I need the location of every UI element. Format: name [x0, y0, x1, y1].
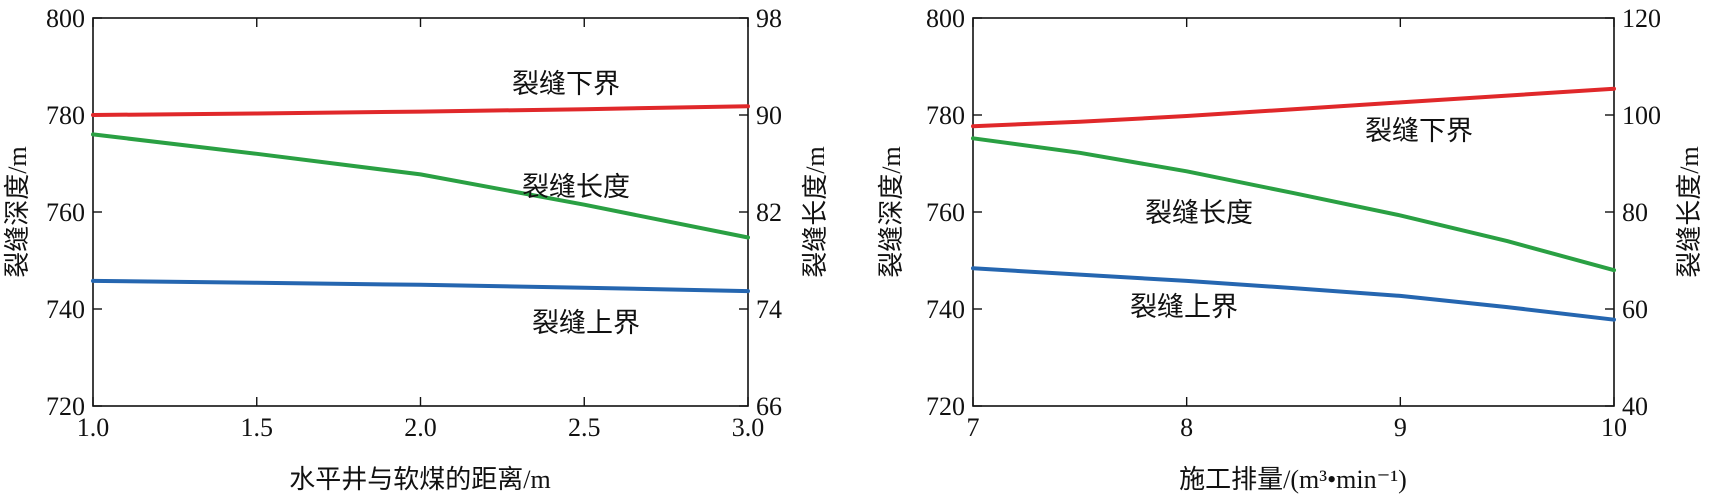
series-line-0 — [91, 104, 750, 117]
y-left-tick-label: 780 — [926, 101, 965, 130]
x-tick-label: 1.5 — [241, 413, 274, 442]
y-axis-title-right: 裂缝长度/m — [1675, 146, 1704, 277]
y-axis-title-left: 裂缝深度/m — [877, 146, 906, 277]
tick-labels: 1.0 1.5 2.0 2.5 3.0 720 740 760 780 800 66 74 82 90 98 — [46, 4, 782, 442]
y-right-tick-label: 98 — [756, 4, 782, 33]
series-line-1 — [971, 136, 1616, 273]
tick-marks — [92, 17, 749, 407]
series-line-2 — [971, 266, 1616, 322]
series-line-1 — [91, 132, 750, 240]
y-axis-title-right: 裂缝长度/m — [801, 146, 830, 277]
x-axis-title: 水平井与软煤的距离/m — [289, 465, 550, 494]
plot-frame — [972, 17, 1615, 407]
y-left-tick-label: 720 — [926, 392, 965, 421]
x-axis-title: 施工排量/(m³•min⁻¹) — [1179, 465, 1407, 494]
series-lines — [971, 86, 1616, 322]
x-tick-label: 10 — [1601, 413, 1627, 442]
y-left-tick-label: 740 — [926, 295, 965, 324]
y-left-tick-label: 760 — [46, 198, 85, 227]
y-right-tick-label: 82 — [756, 198, 782, 227]
tick-labels: 7 8 9 10 720 740 760 780 800 40 60 80 100 120 — [926, 4, 1661, 442]
x-tick-label: 2.0 — [404, 413, 437, 442]
y-right-tick-label: 60 — [1622, 295, 1648, 324]
y-right-tick-label: 40 — [1622, 392, 1648, 421]
y-right-tick-label: 74 — [756, 295, 782, 324]
y-right-tick-label: 80 — [1622, 198, 1648, 227]
y-left-tick-label: 800 — [46, 4, 85, 33]
label-fracture-upper-bound: 裂缝上界 — [532, 308, 640, 338]
y-right-tick-label: 120 — [1622, 4, 1661, 33]
x-tick-label: 7 — [967, 413, 980, 442]
plot-frame — [92, 17, 749, 407]
label-fracture-lower-bound: 裂缝下界 — [1365, 116, 1473, 146]
x-tick-label: 9 — [1394, 413, 1407, 442]
chart-right: 7 8 9 10 720 740 760 780 800 40 60 80 100 120 施工排量/(m… — [877, 4, 1704, 494]
y-left-tick-label: 720 — [46, 392, 85, 421]
y-left-tick-label: 760 — [926, 198, 965, 227]
label-fracture-length: 裂缝长度 — [1145, 198, 1253, 228]
y-left-tick-label: 800 — [926, 4, 965, 33]
chart-left: 1.0 1.5 2.0 2.5 3.0 720 740 760 780 800 66 74 82 90 98… — [3, 4, 830, 494]
x-tick-label: 1.0 — [77, 413, 110, 442]
y-left-tick-label: 780 — [46, 101, 85, 130]
y-axis-title-left: 裂缝深度/m — [3, 146, 32, 277]
y-left-tick-label: 740 — [46, 295, 85, 324]
x-tick-label: 2.5 — [568, 413, 601, 442]
series-line-2 — [91, 278, 750, 294]
y-right-tick-label: 100 — [1622, 101, 1661, 130]
label-fracture-upper-bound: 裂缝上界 — [1130, 292, 1238, 322]
label-fracture-length: 裂缝长度 — [522, 172, 630, 202]
y-right-tick-label: 66 — [756, 392, 782, 421]
x-tick-label: 8 — [1180, 413, 1193, 442]
series-line-0 — [971, 86, 1616, 129]
series-lines — [91, 104, 750, 294]
tick-marks — [972, 17, 1615, 407]
x-tick-label: 3.0 — [732, 413, 765, 442]
label-fracture-lower-bound: 裂缝下界 — [512, 69, 620, 99]
y-right-tick-label: 90 — [756, 101, 782, 130]
